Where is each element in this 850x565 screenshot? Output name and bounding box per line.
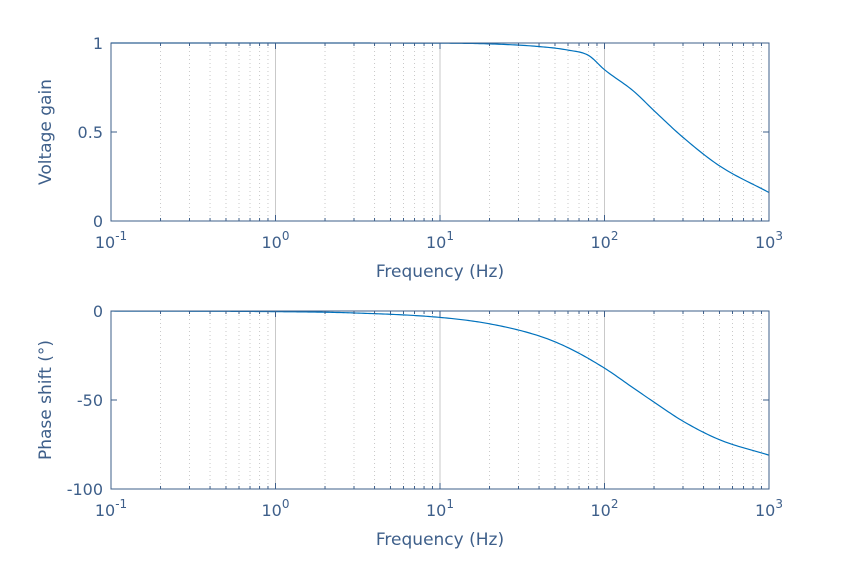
gain-x-tick-label: 101 (426, 229, 454, 252)
phase-y-tick-label: 0 (93, 302, 103, 321)
gain-x-tick-label: 103 (755, 229, 783, 252)
gain-y-tick-label: 0 (93, 212, 103, 231)
phase-y-tick-label: -50 (77, 391, 103, 410)
phase-y-tick-label: -100 (67, 480, 103, 499)
gain-y-tick-label: 1 (93, 34, 103, 53)
gain-y-tick-label: 0.5 (78, 123, 103, 142)
phase-grid (160, 311, 762, 489)
phase-x-axis-label: Frequency (Hz) (376, 530, 504, 550)
phase-x-tick-label: 101 (426, 497, 454, 520)
gain-x-tick-label: 100 (262, 229, 290, 252)
gain-grid (160, 43, 762, 221)
phase-x-tick-label: 100 (262, 497, 290, 520)
phase-x-tick-label: 102 (591, 497, 619, 520)
phase-x-tick-label: 10-1 (95, 497, 127, 520)
gain-axes: 0 0.5 1 10-1 100 101 102 103 Frequency (Hz) Volta… (36, 34, 783, 282)
phase-axes: -100 -50 0 10-1 100 101 102 103 Frequency (Hz) Ph… (36, 302, 783, 550)
phase-x-tick-label: 103 (755, 497, 783, 520)
gain-x-tick-label: 10-1 (95, 229, 127, 252)
gain-y-axis-label: Voltage gain (36, 79, 56, 185)
gain-x-tick-label: 102 (591, 229, 619, 252)
gain-tick-marks (110, 42, 770, 222)
phase-tick-marks (110, 310, 770, 490)
phase-y-axis-label: Phase shift (°) (36, 340, 56, 460)
gain-x-axis-label: Frequency (Hz) (376, 262, 504, 282)
